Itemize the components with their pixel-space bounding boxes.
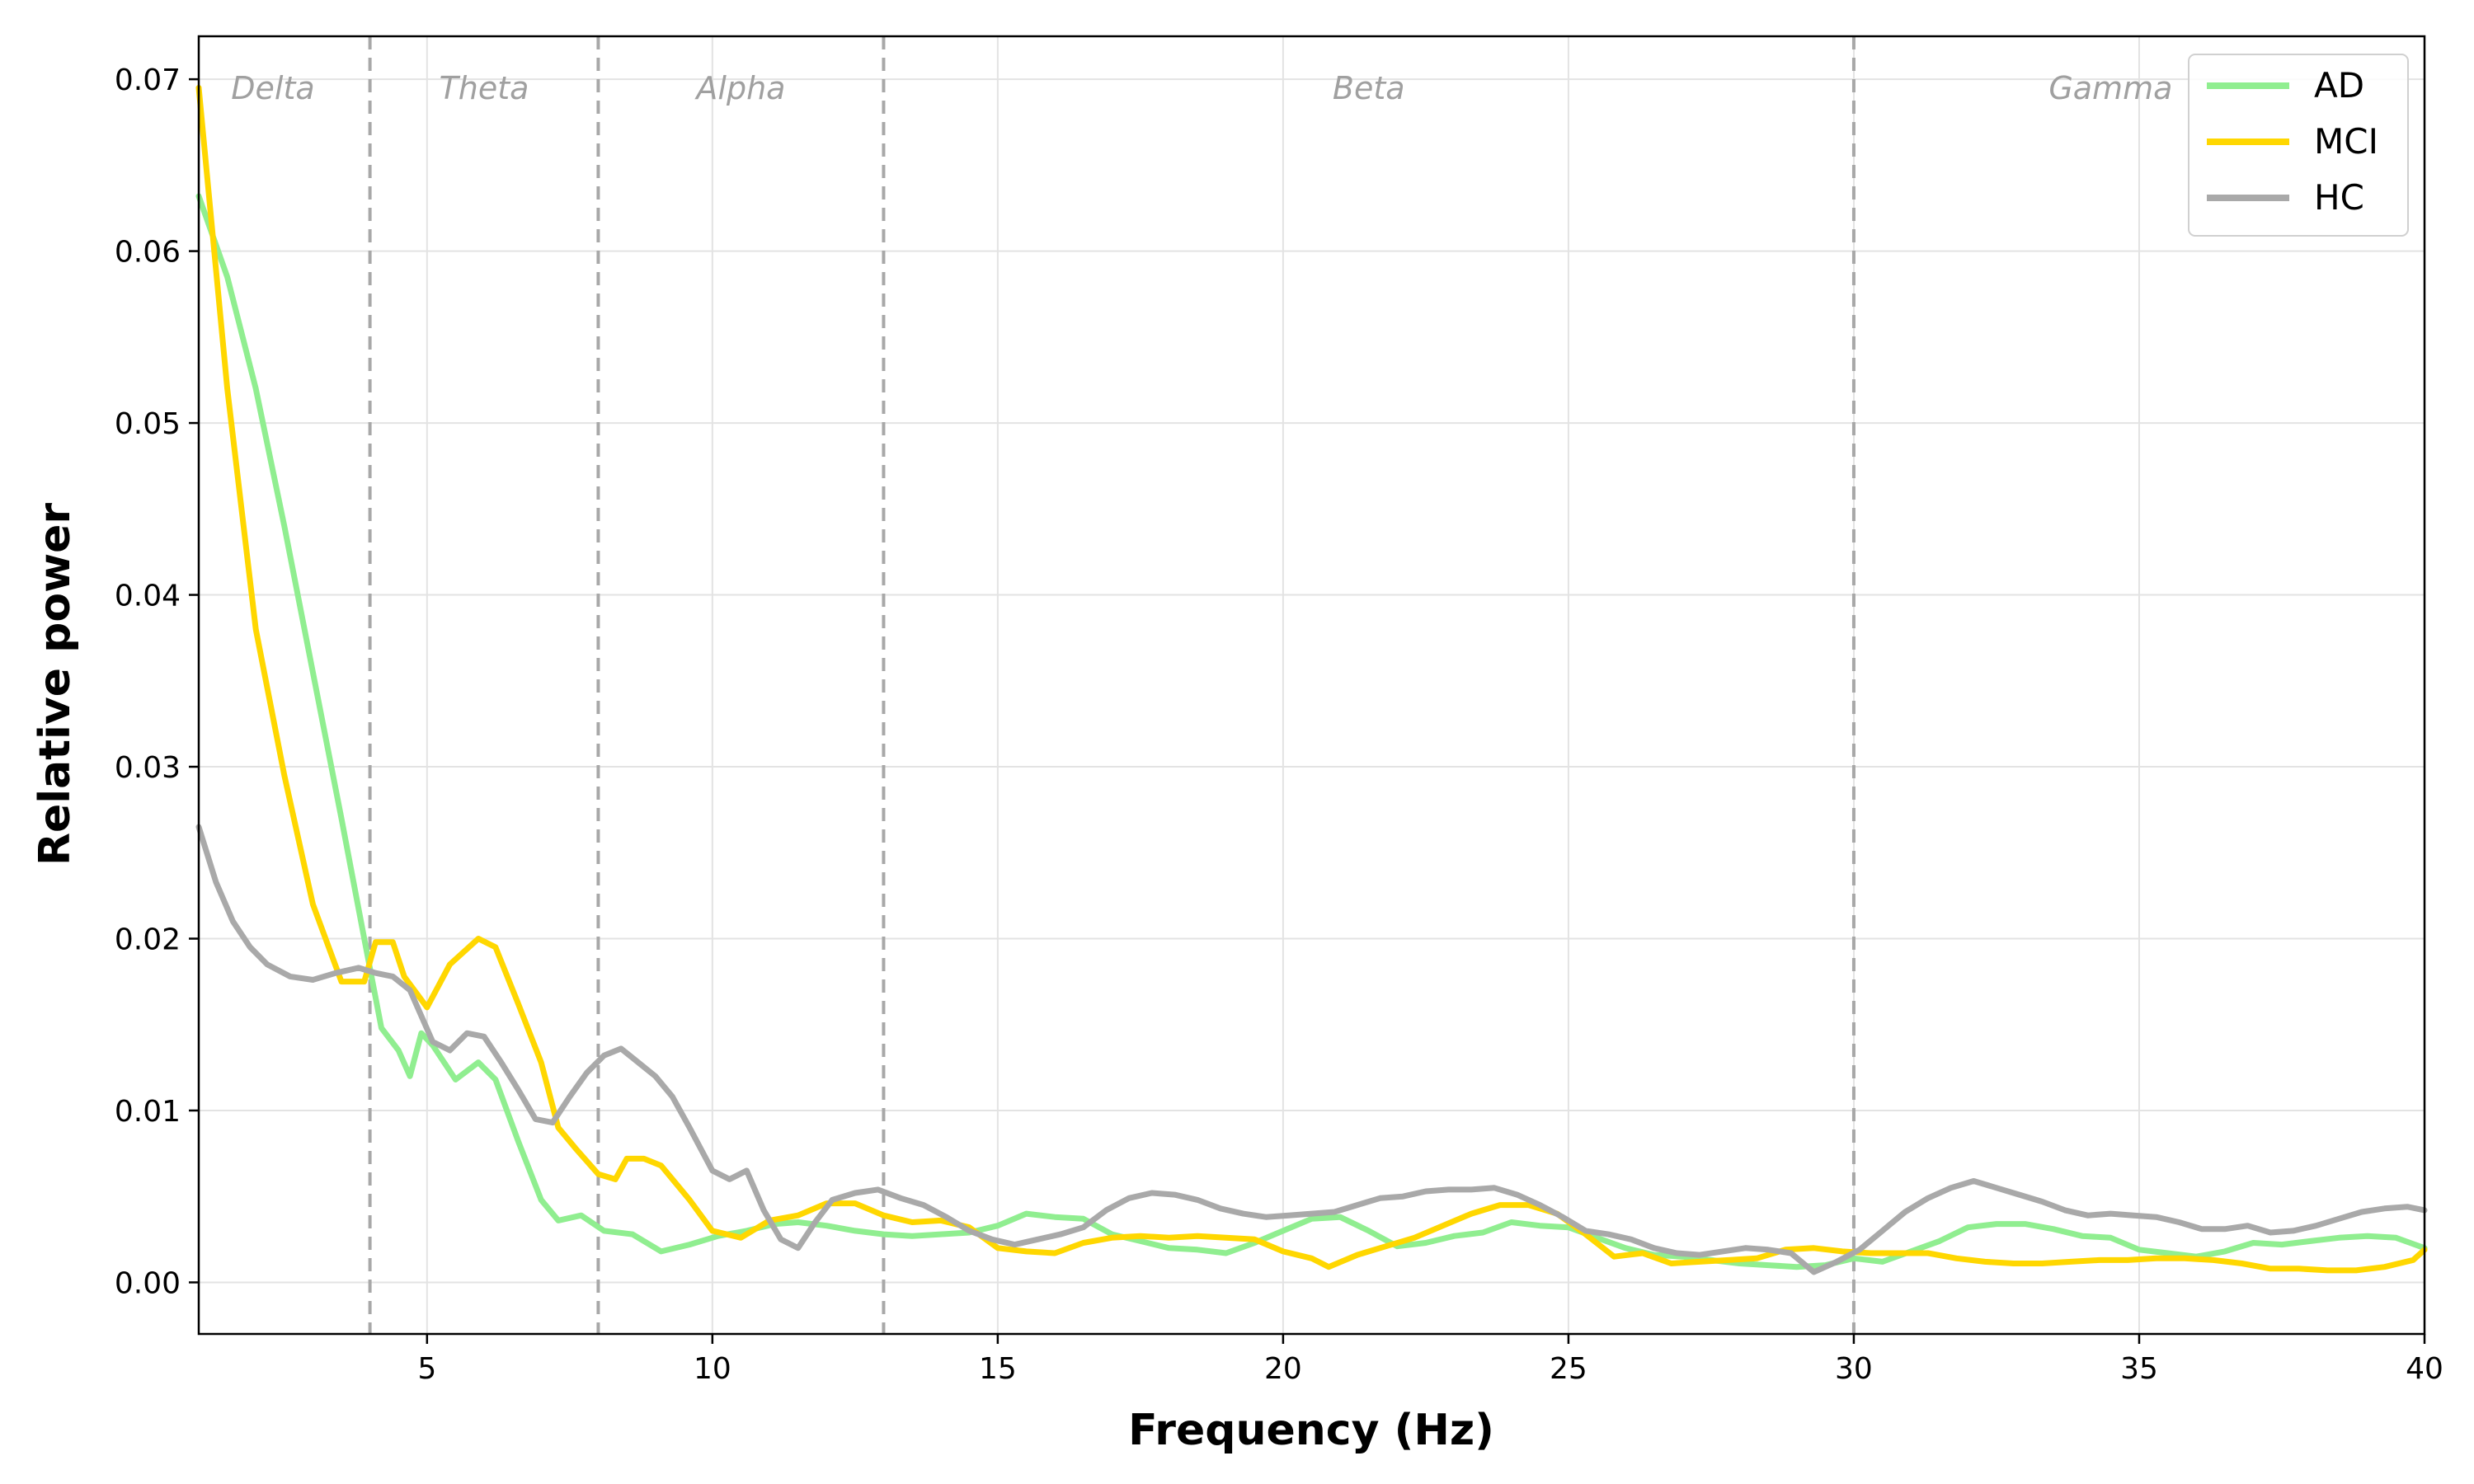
- y-tick-label: 0.06: [115, 236, 181, 270]
- series-lines: [195, 85, 2428, 1275]
- band-label: Gamma: [2048, 70, 2172, 106]
- plot-background: [199, 36, 2425, 1334]
- x-tick-label: 35: [2120, 1352, 2158, 1386]
- legend-label-mci: MCI: [2314, 121, 2378, 162]
- band-label: Beta: [1333, 70, 1405, 106]
- x-tick-label: 25: [1550, 1352, 1587, 1386]
- series-line-ad: [195, 193, 2428, 1270]
- legend: AD MCI HC: [2188, 54, 2409, 237]
- y-tick-label: 0.04: [115, 580, 181, 613]
- y-tick-label: 0.02: [115, 923, 181, 957]
- band-boundaries: [368, 36, 1856, 1334]
- legend-entries: AD MCI HC: [2207, 65, 2378, 218]
- y-tick-label: 0.00: [115, 1266, 181, 1300]
- x-tick-label: 5: [417, 1352, 436, 1386]
- legend-label-hc: HC: [2314, 177, 2364, 218]
- plot-frame: [197, 35, 2426, 1336]
- series-line-mci: [195, 85, 2428, 1274]
- legend-box: [2188, 54, 2409, 237]
- x-tick-label: 30: [1835, 1352, 1873, 1386]
- y-tick-label: 0.01: [115, 1095, 181, 1129]
- x-axis-title: Frequency (Hz): [1128, 1406, 1494, 1455]
- y-tick-label: 0.03: [115, 751, 181, 785]
- y-axis-title: Relative power: [31, 503, 80, 866]
- band-label: Alpha: [694, 70, 785, 106]
- y-axis-ticks: 0.00 0.01 0.02 0.03 0.04 0.05 0.06 0.07: [115, 63, 199, 1300]
- x-axis-ticks: 5 10 15 20 25 30 35 40: [417, 1334, 2443, 1386]
- y-tick-label: 0.05: [115, 407, 181, 441]
- x-tick-label: 10: [694, 1352, 731, 1386]
- band-labels: Delta Theta Alpha Beta Gamma: [231, 70, 2172, 106]
- band-label: Theta: [440, 70, 529, 106]
- band-label: Delta: [231, 70, 314, 106]
- legend-label-ad: AD: [2314, 65, 2364, 106]
- x-tick-label: 20: [1264, 1352, 1302, 1386]
- x-tick-label: 40: [2406, 1352, 2443, 1386]
- series-line-hc: [195, 824, 2428, 1275]
- y-tick-label: 0.07: [115, 63, 181, 97]
- x-tick-label: 15: [979, 1352, 1017, 1386]
